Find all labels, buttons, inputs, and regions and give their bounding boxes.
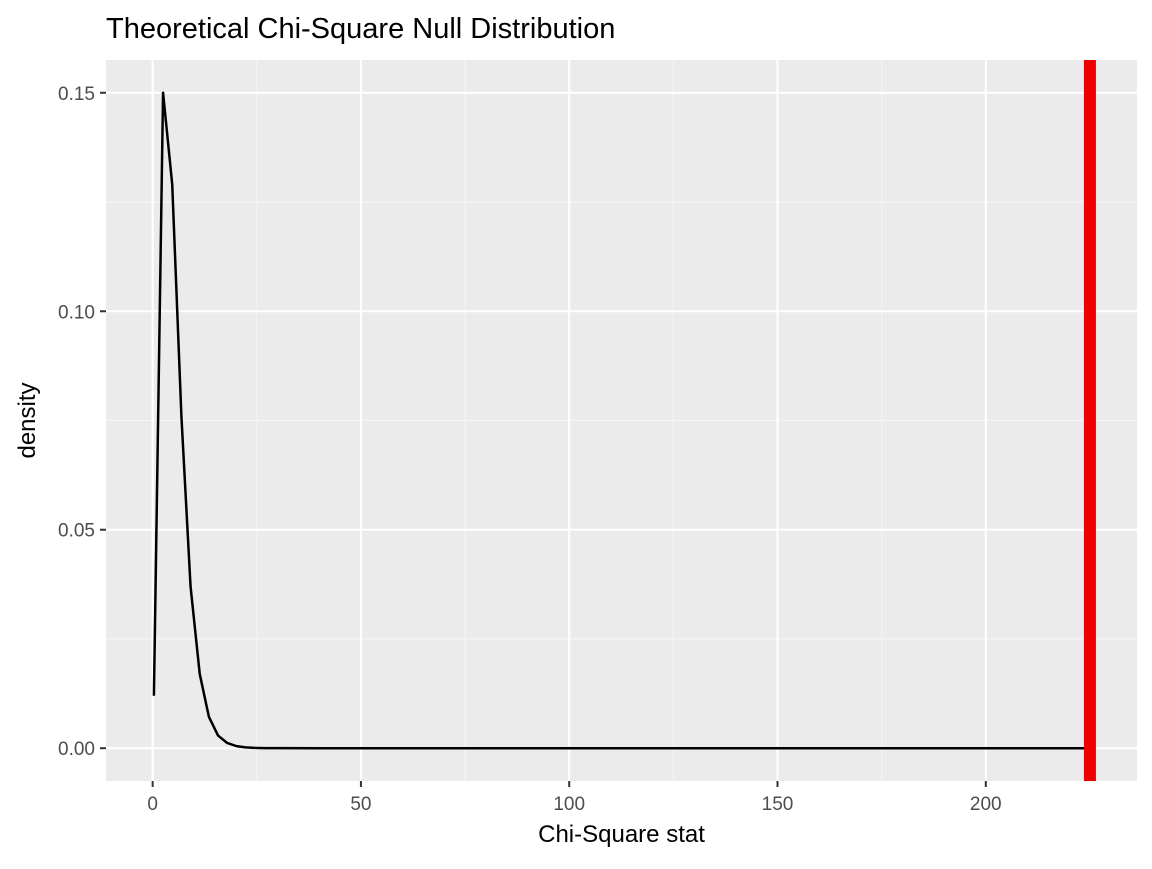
series-layer: [152, 91, 1090, 750]
x-tick-label: 100: [553, 794, 585, 815]
x-tick-label: 200: [970, 794, 1002, 815]
y-axis: 0.00 0.05 0.10 0.15: [58, 84, 106, 760]
density-curve: [152, 91, 1090, 750]
y-tick-label: 0.05: [58, 521, 95, 542]
y-axis-title: density: [14, 382, 41, 458]
chart-title: Theoretical Chi-Square Null Distribution: [106, 13, 615, 45]
x-tick-label: 150: [762, 794, 794, 815]
y-tick-label: 0.10: [58, 302, 95, 323]
grid-minor: [106, 60, 1137, 781]
x-tick-label: 0: [147, 794, 158, 815]
x-tick-label: 50: [350, 794, 371, 815]
y-tick-label: 0.00: [58, 739, 95, 760]
y-tick-label: 0.15: [58, 84, 95, 105]
x-axis-title: Chi-Square stat: [538, 821, 705, 848]
x-axis: 0 50 100 150 200: [147, 781, 1002, 815]
